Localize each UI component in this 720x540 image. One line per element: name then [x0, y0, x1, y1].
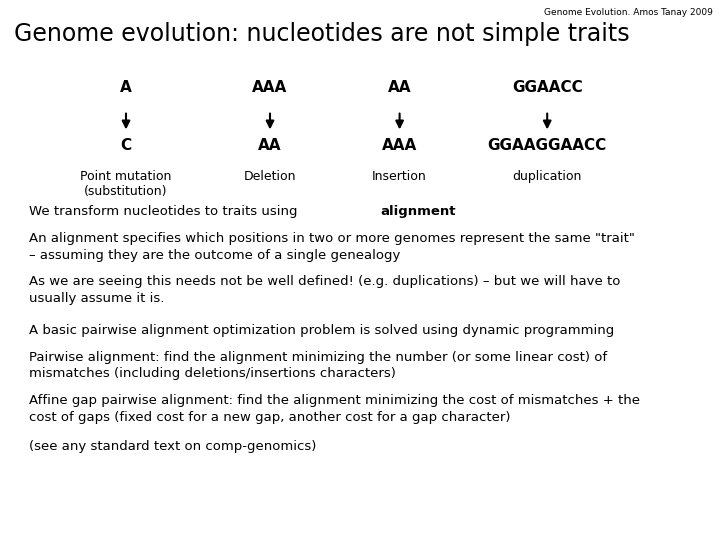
- Text: Genome Evolution. Amos Tanay 2009: Genome Evolution. Amos Tanay 2009: [544, 8, 713, 17]
- Text: GGAAGGAACC: GGAAGGAACC: [487, 138, 607, 153]
- Text: We transform nucleotides to traits using: We transform nucleotides to traits using: [29, 205, 302, 218]
- Text: C: C: [120, 138, 132, 153]
- Text: AA: AA: [388, 79, 411, 94]
- Text: GGAACC: GGAACC: [512, 79, 582, 94]
- Text: Genome evolution: nucleotides are not simple traits: Genome evolution: nucleotides are not si…: [14, 22, 630, 45]
- Text: Pairwise alignment: find the alignment minimizing the number (or some linear cos: Pairwise alignment: find the alignment m…: [29, 351, 607, 381]
- Text: An alignment specifies which positions in two or more genomes represent the same: An alignment specifies which positions i…: [29, 232, 634, 262]
- Text: A basic pairwise alignment optimization problem is solved using dynamic programm: A basic pairwise alignment optimization …: [29, 324, 614, 337]
- Text: Point mutation
(substitution): Point mutation (substitution): [81, 170, 171, 198]
- Text: AAA: AAA: [253, 79, 287, 94]
- Text: Insertion: Insertion: [372, 170, 427, 183]
- Text: AAA: AAA: [382, 138, 417, 153]
- Text: A: A: [120, 79, 132, 94]
- Text: Deletion: Deletion: [244, 170, 296, 183]
- Text: duplication: duplication: [513, 170, 582, 183]
- Text: Affine gap pairwise alignment: find the alignment minimizing the cost of mismatc: Affine gap pairwise alignment: find the …: [29, 394, 640, 424]
- Text: (see any standard text on comp-genomics): (see any standard text on comp-genomics): [29, 440, 316, 453]
- Text: AA: AA: [258, 138, 282, 153]
- Text: As we are seeing this needs not be well defined! (e.g. duplications) – but we wi: As we are seeing this needs not be well …: [29, 275, 620, 305]
- Text: alignment: alignment: [381, 205, 456, 218]
